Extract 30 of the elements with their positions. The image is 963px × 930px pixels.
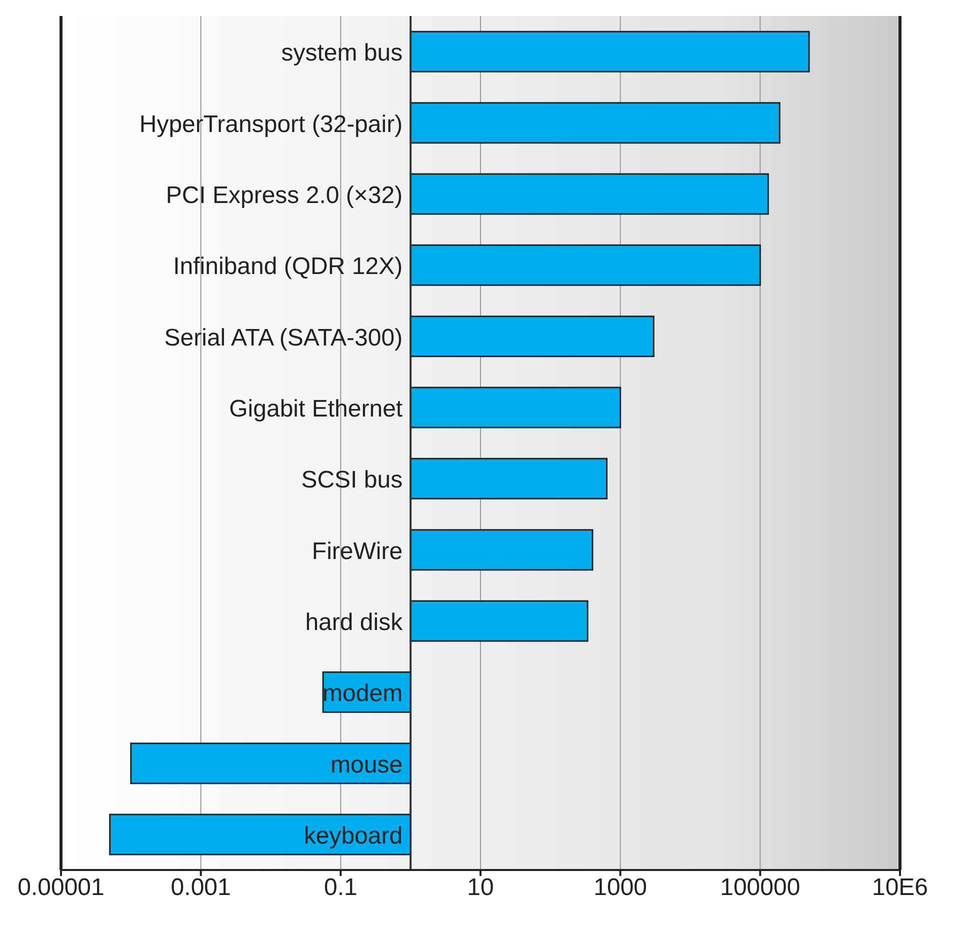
bar xyxy=(410,458,608,500)
bar xyxy=(410,173,769,215)
bar xyxy=(410,529,594,571)
y-tick-label: PCI Express 2.0 (×32) xyxy=(166,182,403,209)
x-tick-label: 1000 xyxy=(594,874,648,902)
y-tick-label: HyperTransport (32-pair) xyxy=(139,110,403,138)
x-tick-label: 10 xyxy=(467,874,494,902)
bar xyxy=(109,814,412,856)
y-tick-label: SCSI bus xyxy=(301,466,403,494)
bar xyxy=(410,316,654,358)
y-tick-label: modem xyxy=(322,680,403,708)
y-tick-label: Serial ATA (SATA-300) xyxy=(164,324,403,352)
bar xyxy=(410,600,588,642)
y-tick-label: mouse xyxy=(330,751,403,778)
y-tick-label: FireWire xyxy=(312,538,403,565)
bar xyxy=(410,102,780,144)
bar xyxy=(410,244,761,286)
y-tick-label: system bus xyxy=(281,40,403,67)
x-tick-label: 0.1 xyxy=(324,874,358,902)
x-tick-label: 10E6 xyxy=(872,874,928,902)
x-tick-label: 100000 xyxy=(720,874,800,902)
y-tick-label: Gigabit Ethernet xyxy=(229,395,403,422)
bar xyxy=(130,742,412,784)
bar xyxy=(410,386,622,428)
y-tick-label: hard disk xyxy=(305,608,404,636)
bar xyxy=(410,30,810,72)
x-tick-label: 0.00001 xyxy=(18,874,104,902)
y-tick-label: keyboard xyxy=(304,822,403,850)
y-tick-label: Infiniband (QDR 12X) xyxy=(173,253,403,280)
x-tick-label: 0.001 xyxy=(170,874,231,902)
